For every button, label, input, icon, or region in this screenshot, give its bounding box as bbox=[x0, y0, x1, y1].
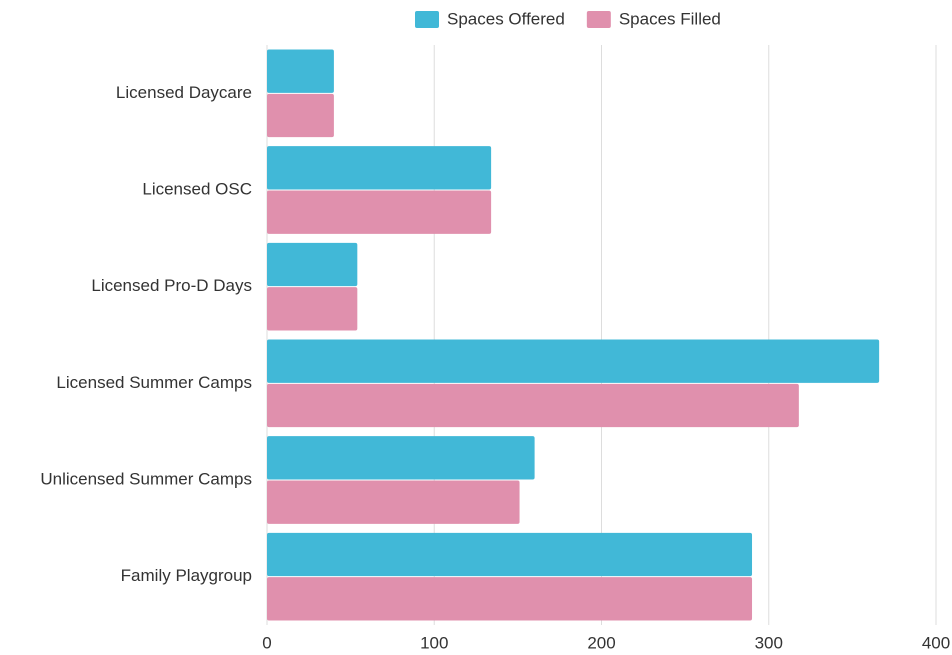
bar bbox=[267, 480, 520, 524]
bar bbox=[267, 93, 334, 138]
x-tick-label: 100 bbox=[420, 633, 448, 652]
x-tick-label: 0 bbox=[262, 633, 271, 652]
legend-swatch bbox=[586, 11, 611, 28]
y-tick-label: Licensed Summer Camps bbox=[56, 373, 252, 392]
bar bbox=[267, 339, 880, 383]
bar bbox=[267, 287, 358, 331]
y-tick-label: Unlicensed Summer Camps bbox=[40, 469, 252, 488]
x-tick-label: 300 bbox=[755, 633, 783, 652]
bar bbox=[267, 436, 535, 480]
y-tick-label: Licensed OSC bbox=[142, 179, 252, 198]
y-tick-label: Licensed Pro-D Days bbox=[91, 276, 252, 295]
legend-label: Spaces Offered bbox=[447, 9, 565, 28]
legend-swatch bbox=[415, 11, 439, 28]
bar bbox=[267, 146, 492, 190]
x-tick-label: 200 bbox=[587, 633, 615, 652]
bar bbox=[267, 242, 358, 287]
bar bbox=[267, 383, 799, 428]
bar bbox=[267, 532, 753, 577]
y-tick-label: Family Playgroup bbox=[121, 566, 252, 585]
bar bbox=[267, 190, 492, 234]
legend-label: Spaces Filled bbox=[619, 9, 721, 28]
y-tick-label: Licensed Daycare bbox=[116, 83, 252, 102]
x-tick-label: 400 bbox=[922, 633, 950, 652]
bar bbox=[267, 49, 334, 93]
bar bbox=[267, 577, 753, 621]
